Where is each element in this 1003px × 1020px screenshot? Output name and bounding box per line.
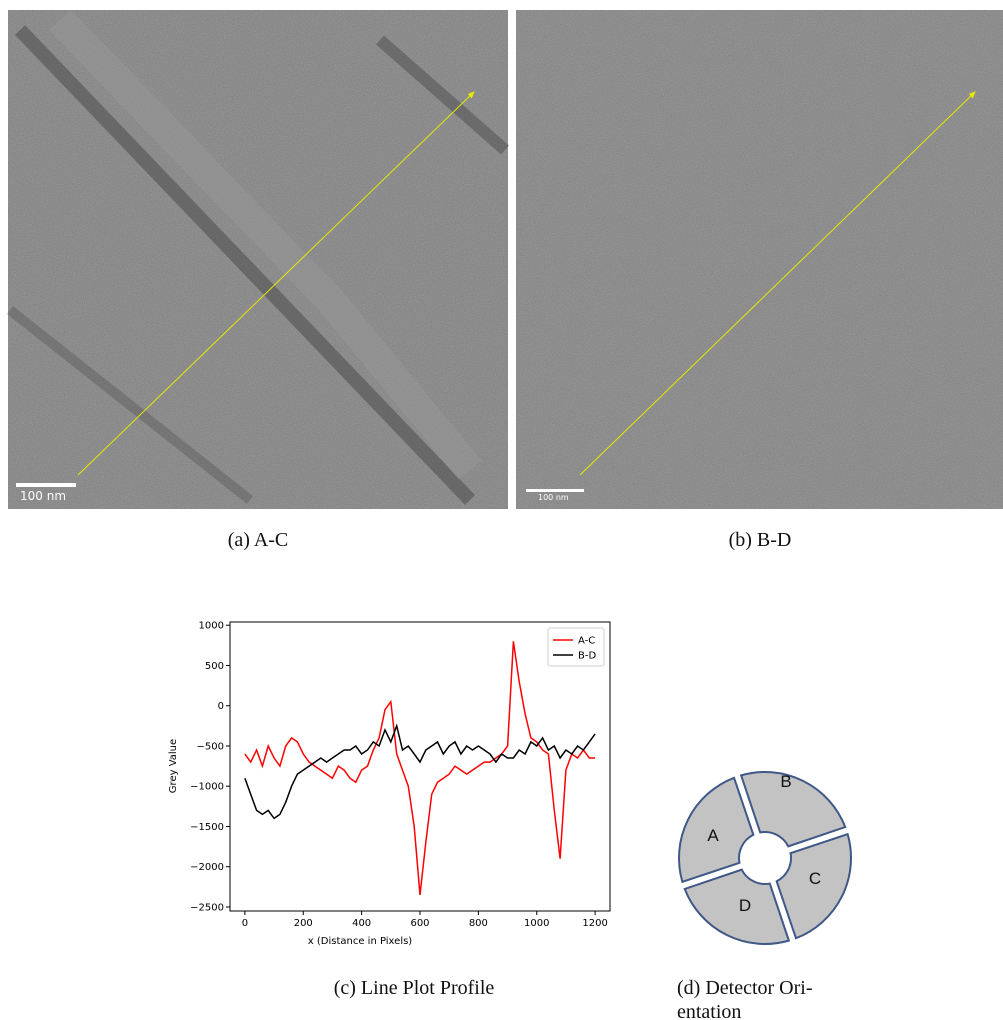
x-tick-label: 400 bbox=[352, 918, 371, 929]
scale-bar-label: 100 nm bbox=[20, 489, 66, 503]
detector-segment bbox=[683, 868, 791, 945]
x-tick-label: 600 bbox=[410, 918, 429, 929]
caption: entation bbox=[677, 1001, 741, 1020]
detector-segment bbox=[678, 776, 755, 884]
y-axis-label: Grey Value bbox=[168, 739, 179, 793]
x-tick-label: 1000 bbox=[524, 918, 549, 929]
detector-label: A bbox=[707, 826, 719, 845]
detector-diagram: A B C D bbox=[678, 771, 852, 945]
x-tick-label: 800 bbox=[469, 918, 488, 929]
x-tick-label: 200 bbox=[294, 918, 313, 929]
caption: (b) B-D bbox=[729, 529, 792, 551]
y-tick-label: −2000 bbox=[190, 862, 224, 873]
x-axis-label: x (Distance in Pixels) bbox=[308, 936, 413, 947]
legend-label: B-D bbox=[578, 651, 596, 662]
axes-frame bbox=[229, 621, 611, 912]
y-tick-label: −1000 bbox=[190, 782, 224, 793]
x-tick-label: 0 bbox=[242, 918, 248, 929]
y-tick-label: 500 bbox=[205, 661, 224, 672]
micrograph-b: 100 nm bbox=[516, 10, 1003, 509]
caption: (c) Line Plot Profile bbox=[334, 977, 495, 999]
series-line bbox=[244, 723, 596, 820]
detector-label: C bbox=[809, 869, 821, 888]
detector-segment bbox=[775, 832, 852, 940]
detector-label: D bbox=[739, 896, 751, 915]
y-tick-label: −2500 bbox=[190, 902, 224, 913]
caption: (a) A-C bbox=[228, 529, 289, 551]
y-tick-label: 0 bbox=[218, 701, 224, 712]
series-line bbox=[244, 641, 596, 895]
detector-label: B bbox=[780, 772, 791, 791]
x-tick-label: 1200 bbox=[582, 918, 607, 929]
legend-label: A-C bbox=[578, 636, 595, 647]
caption: (d) Detector Ori- bbox=[677, 977, 813, 999]
line-plot: x (Distance in Pixels) Grey Value 0 200 40… bbox=[168, 621, 611, 947]
micrograph-a: 100 nm bbox=[6, 9, 509, 509]
y-tick-label: 1000 bbox=[199, 621, 224, 632]
legend-box bbox=[547, 627, 605, 667]
scale-bar-label: 100 nm bbox=[538, 493, 569, 502]
detector-segment bbox=[739, 771, 847, 848]
y-tick-label: −500 bbox=[197, 741, 224, 752]
y-tick-label: −1500 bbox=[190, 822, 224, 833]
